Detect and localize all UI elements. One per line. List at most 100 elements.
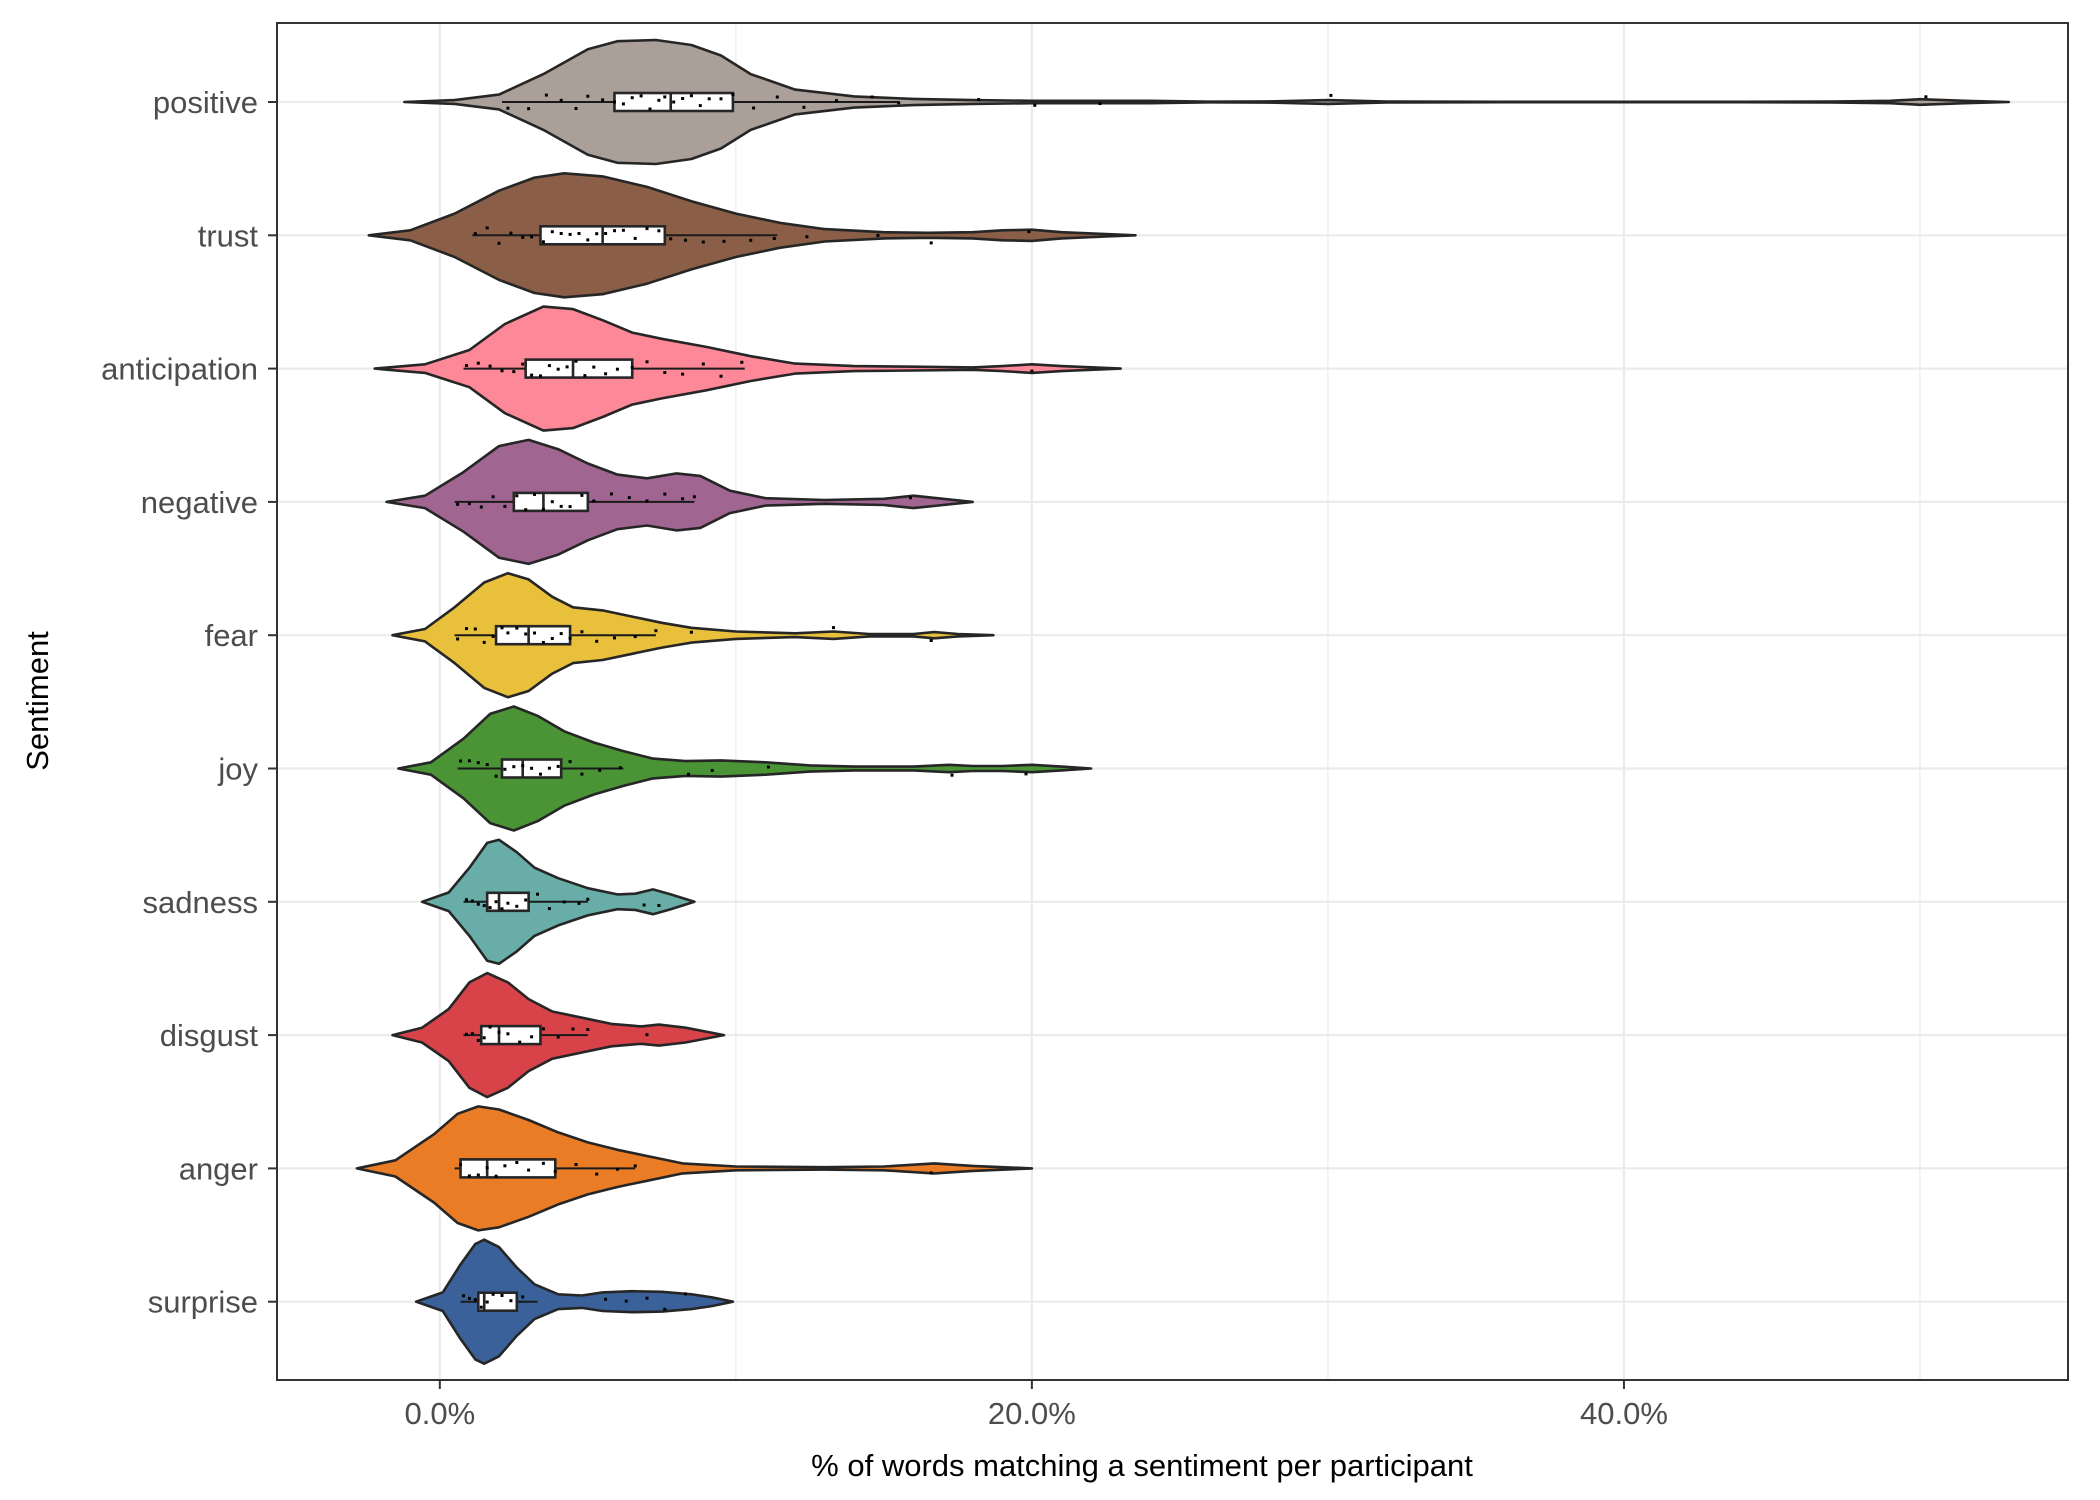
violin-positive: [403, 38, 2011, 166]
data-point-surprise: [624, 1299, 628, 1303]
data-point-trust: [657, 229, 661, 233]
data-point-anticipation: [500, 369, 504, 373]
data-point-joy: [580, 772, 584, 776]
violin-group-joy: [397, 705, 1093, 832]
data-point-positive: [897, 101, 901, 105]
data-point-fear: [500, 626, 504, 630]
data-point-trust: [876, 233, 880, 237]
data-point-disgust: [465, 1032, 468, 1036]
data-point-sadness: [515, 904, 519, 908]
y-tick-label-joy: joy: [217, 752, 258, 787]
data-point-trust: [805, 235, 809, 239]
data-point-positive: [752, 106, 756, 110]
data-point-anger: [527, 1168, 531, 1172]
violin-fear: [391, 571, 995, 699]
data-point-positive: [1033, 103, 1037, 107]
x-tick-label: 20.0%: [988, 1396, 1076, 1431]
data-point-negative: [467, 502, 471, 506]
data-point-positive: [657, 98, 661, 102]
data-point-joy: [503, 767, 507, 771]
data-point-sadness: [465, 898, 468, 902]
y-tick-label-anticipation: anticipation: [101, 352, 258, 387]
data-point-joy: [687, 772, 690, 776]
data-point-trust: [586, 238, 590, 242]
data-point-positive: [544, 93, 548, 97]
violin-group-fear: [391, 571, 995, 699]
data-point-anticipation: [663, 371, 667, 374]
y-tick-label-sadness: sadness: [143, 885, 258, 920]
data-point-surprise: [645, 1296, 649, 1300]
data-point-trust: [604, 232, 608, 235]
data-point-negative: [610, 492, 613, 496]
data-point-joy: [1024, 772, 1028, 776]
data-point-negative: [524, 508, 528, 512]
boxplot-box-surprise: [477, 1291, 519, 1312]
data-point-disgust: [476, 1038, 480, 1042]
violin-group-sadness: [420, 838, 696, 966]
data-point-trust: [568, 232, 572, 236]
data-point-anger: [615, 1167, 619, 1171]
data-point-trust: [613, 229, 616, 233]
data-point-anticipation: [521, 362, 525, 366]
data-point-disgust: [518, 1040, 522, 1044]
data-point-disgust: [645, 1033, 649, 1037]
data-point-trust: [669, 237, 673, 241]
y-tick-label-surprise: surprise: [148, 1285, 258, 1320]
data-point-joy: [459, 759, 462, 763]
data-point-fear: [482, 640, 486, 644]
data-point-joy: [618, 766, 622, 770]
data-point-surprise: [485, 1300, 489, 1304]
data-point-fear: [541, 641, 545, 644]
data-point-sadness: [482, 904, 486, 908]
data-point-surprise: [473, 1298, 477, 1302]
data-point-trust: [722, 239, 726, 243]
violin-anticipation: [373, 305, 1122, 432]
data-point-positive: [775, 95, 779, 99]
violin-group-positive: [403, 38, 2011, 166]
data-point-disgust: [541, 1027, 545, 1031]
data-point-anger: [494, 1174, 498, 1178]
data-point-trust: [684, 238, 687, 242]
data-point-sadness: [476, 902, 480, 906]
data-point-joy: [598, 768, 602, 772]
data-point-anticipation: [512, 370, 516, 374]
data-point-trust: [497, 241, 501, 245]
data-point-anticipation: [488, 364, 492, 368]
data-point-anticipation: [719, 374, 723, 378]
y-tick-label-trust: trust: [198, 218, 259, 253]
data-point-anticipation: [547, 364, 551, 368]
data-point-disgust: [470, 1031, 474, 1035]
data-point-joy: [485, 763, 489, 767]
data-point-anticipation: [645, 360, 649, 364]
data-point-fear: [595, 639, 599, 643]
data-point-negative: [559, 504, 563, 508]
data-point-anticipation: [476, 361, 480, 365]
data-point-negative: [692, 495, 696, 499]
data-point-trust: [530, 235, 534, 239]
data-point-negative: [627, 496, 631, 500]
data-point-negative: [503, 504, 507, 508]
data-point-sadness: [494, 900, 498, 904]
data-point-positive: [731, 93, 735, 96]
data-point-trust: [1027, 230, 1031, 234]
violin-group-surprise: [414, 1238, 735, 1365]
data-point-anger: [541, 1161, 545, 1165]
y-tick-label-anger: anger: [179, 1151, 258, 1186]
boxplot-box-anger: [459, 1158, 557, 1179]
data-point-anger: [574, 1163, 578, 1166]
data-point-fear: [832, 626, 835, 630]
violin-group-disgust: [391, 971, 726, 1099]
panel-border: [276, 22, 2069, 1381]
data-point-anger: [553, 1169, 557, 1173]
data-point-surprise: [479, 1305, 483, 1309]
data-point-disgust: [530, 1035, 534, 1039]
data-point-positive: [698, 104, 702, 108]
y-tick-label-fear: fear: [205, 618, 258, 653]
data-point-anticipation: [556, 367, 560, 371]
data-point-trust: [485, 226, 489, 230]
data-point-positive: [527, 107, 531, 111]
data-point-negative: [681, 497, 685, 501]
data-point-anticipation: [1030, 369, 1034, 373]
data-point-surprise: [604, 1297, 608, 1301]
